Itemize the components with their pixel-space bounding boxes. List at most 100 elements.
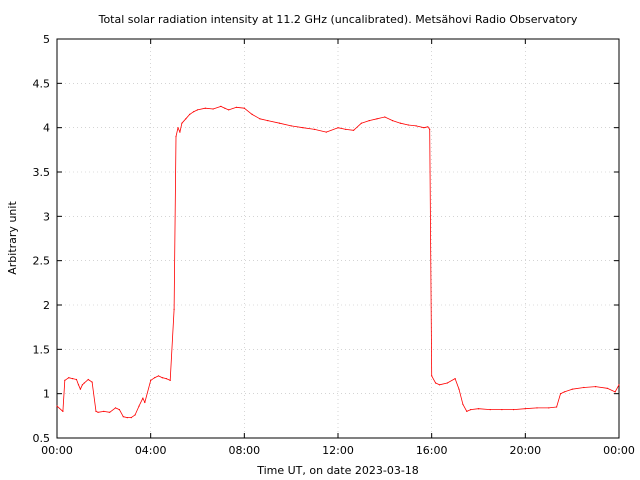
series-layer: [56, 105, 620, 419]
data-point: [126, 417, 128, 419]
data-point: [360, 122, 362, 124]
data-point: [62, 410, 64, 412]
data-point: [415, 125, 417, 127]
data-point: [243, 107, 245, 109]
data-point: [177, 127, 179, 129]
x-axis-label: Time UT, on date 2023-03-18: [256, 464, 419, 477]
y-tick-label: 5: [43, 33, 50, 46]
plot-frame: [56, 38, 620, 439]
data-point: [161, 377, 163, 379]
data-point: [87, 378, 89, 381]
data-point: [399, 122, 401, 124]
data-point: [353, 129, 355, 131]
y-tick-label: 4: [43, 122, 50, 135]
data-point: [618, 384, 620, 386]
x-tick-label: 16:00: [416, 444, 448, 457]
data-point: [134, 414, 136, 416]
data-point: [95, 410, 97, 412]
data-point: [130, 417, 132, 419]
data-point: [376, 118, 378, 120]
data-point: [423, 127, 425, 129]
data-point: [556, 406, 558, 408]
data-point: [513, 409, 515, 411]
data-point: [477, 408, 480, 410]
data-point: [157, 375, 160, 377]
y-tick-label: 4.5: [33, 77, 51, 90]
data-point: [181, 122, 183, 124]
data-point: [267, 120, 269, 122]
data-point: [466, 410, 468, 412]
data-point: [458, 388, 460, 390]
data-point: [228, 109, 230, 111]
data-point: [392, 120, 394, 122]
series-line: [56, 106, 620, 419]
data-point: [470, 409, 472, 411]
x-axis: 00:00 04:00 08:00 12:00 16:00 20:00 00:00: [41, 39, 635, 457]
data-point: [224, 107, 226, 109]
data-point: [278, 122, 281, 124]
data-point: [83, 382, 85, 384]
data-point: [548, 407, 550, 409]
data-point: [606, 387, 608, 389]
data-point: [185, 118, 187, 120]
data-point: [368, 120, 370, 122]
y-tick-label: 3: [43, 210, 50, 223]
data-point: [345, 128, 347, 130]
data-point: [325, 131, 327, 133]
data-point: [91, 381, 93, 383]
data-point: [438, 384, 441, 386]
data-point: [189, 113, 191, 115]
y-tick-label: 1: [43, 388, 50, 401]
data-point: [75, 378, 78, 381]
data-point: [435, 382, 437, 384]
data-point: [196, 109, 199, 111]
data-point: [429, 128, 431, 130]
data-point: [169, 379, 171, 381]
data-point: [571, 388, 573, 390]
x-tick-label: 20:00: [509, 444, 541, 457]
data-point: [337, 127, 339, 129]
data-point: [150, 379, 152, 381]
x-tick-label: 00:00: [41, 444, 73, 457]
data-point: [407, 124, 409, 126]
data-point: [302, 127, 304, 129]
data-point: [118, 409, 120, 411]
data-point: [144, 401, 146, 404]
x-tick-label: 04:00: [135, 444, 167, 457]
data-point: [212, 108, 214, 110]
data-point: [446, 382, 448, 384]
data-point: [384, 116, 386, 118]
y-tick-label: 1.5: [33, 343, 51, 356]
data-point: [64, 379, 66, 381]
chart-title: Total solar radiation intensity at 11.2 …: [98, 13, 578, 26]
data-point: [259, 118, 261, 120]
data-point: [614, 391, 616, 393]
data-point: [138, 405, 140, 407]
data-point: [536, 407, 538, 409]
data-point: [77, 384, 80, 386]
data-point: [559, 393, 562, 395]
y-tick-label: 3.5: [33, 166, 51, 179]
data-point: [173, 308, 175, 310]
data-point: [193, 111, 195, 113]
data-point: [431, 375, 433, 377]
data-point: [563, 391, 566, 393]
data-point: [103, 410, 105, 412]
data-point: [489, 409, 491, 411]
data-point: [427, 126, 429, 128]
data-point: [462, 403, 464, 405]
data-point: [314, 128, 316, 130]
data-point: [220, 105, 222, 107]
data-point: [109, 411, 111, 413]
x-tick-label: 00:00: [603, 444, 635, 457]
data-point: [595, 386, 597, 388]
data-point: [501, 409, 503, 411]
gridlines: [57, 39, 619, 438]
data-point: [235, 106, 238, 108]
data-point: [81, 384, 83, 386]
data-point: [114, 407, 117, 409]
data-point: [454, 378, 456, 380]
data-point: [524, 408, 526, 410]
data-point: [122, 416, 124, 418]
